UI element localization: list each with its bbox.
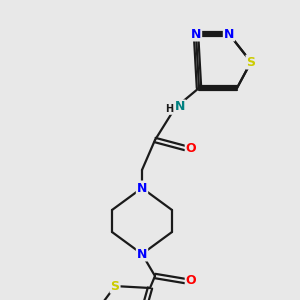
Text: S: S — [111, 280, 120, 292]
Text: N: N — [137, 182, 147, 194]
Text: N: N — [191, 28, 201, 40]
Text: N: N — [175, 100, 185, 113]
Text: N: N — [137, 248, 147, 260]
Text: H: H — [165, 104, 173, 114]
Text: O: O — [186, 274, 196, 287]
Text: O: O — [186, 142, 196, 154]
Text: N: N — [224, 28, 234, 40]
Text: S: S — [247, 56, 256, 68]
